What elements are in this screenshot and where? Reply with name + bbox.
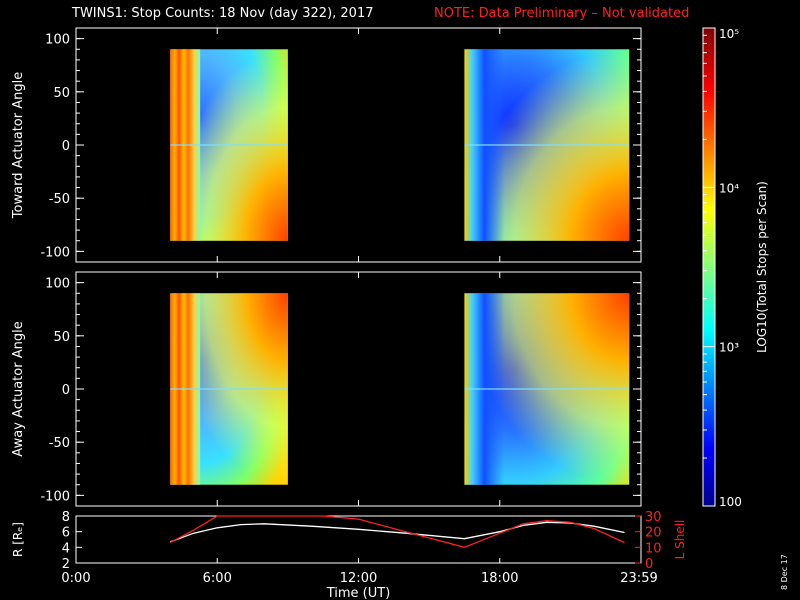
ytick-label-1-1: 50 [53,330,70,345]
ytick-label-1-0: 100 [45,277,70,292]
ytick-label-1-3: -50 [49,436,70,451]
ylabel-0: Toward Actuator Angle [11,72,26,219]
xtick-label-4: 23:59 [620,571,657,586]
colorbar-tick-label-2: 10³ [719,341,739,355]
colorbar-tick-label-1: 10⁴ [719,181,739,195]
ytick-label-0-2: 0 [62,139,70,154]
xtick-label-1: 6:00 [203,571,232,586]
colorbar-tick-label-0: 10⁵ [719,27,739,41]
ytick-label-2-3: 8 [62,510,70,525]
xtick-label-3: 18:00 [481,571,518,586]
ylabel-1: Away Actuator Angle [11,321,26,456]
ytick-label-2-1: 4 [62,541,70,556]
ylabel-2: R [Rₑ] [11,522,25,557]
colorbar-label: LOG10(Total Stops per Scan) [755,181,769,353]
colorbar-tick-label-3: 100 [719,495,742,509]
y2tick-label-1: 10 [645,541,662,556]
y2tick-label-0: 0 [645,557,653,572]
y2label: L Shell [673,520,687,560]
ytick-label-0-4: -100 [40,245,70,260]
y2tick-label-3: 30 [645,510,662,525]
ytick-label-1-2: 0 [62,383,70,398]
chart-title: TWINS1: Stop Counts: 18 Nov (day 322), 2… [72,6,374,21]
xtick-label-0: 0:00 [61,571,90,586]
data-note: NOTE: Data Preliminary – Not validated [434,6,690,21]
lshell-line [169,515,625,548]
ytick-label-0-1: 50 [53,86,70,101]
xlabel: Time (UT) [326,586,391,600]
radius-line [169,521,625,543]
y2tick-label-2: 20 [645,526,662,541]
ytick-label-2-0: 2 [62,557,70,572]
ytick-label-1-4: -100 [40,489,70,504]
ytick-label-2-2: 6 [62,526,70,541]
xtick-label-2: 12:00 [340,571,377,586]
date-stamp: 8 Dec 17 [780,554,789,590]
ytick-label-0-0: 100 [45,33,70,48]
colorbar [702,27,716,507]
ytick-label-0-3: -50 [49,192,70,207]
